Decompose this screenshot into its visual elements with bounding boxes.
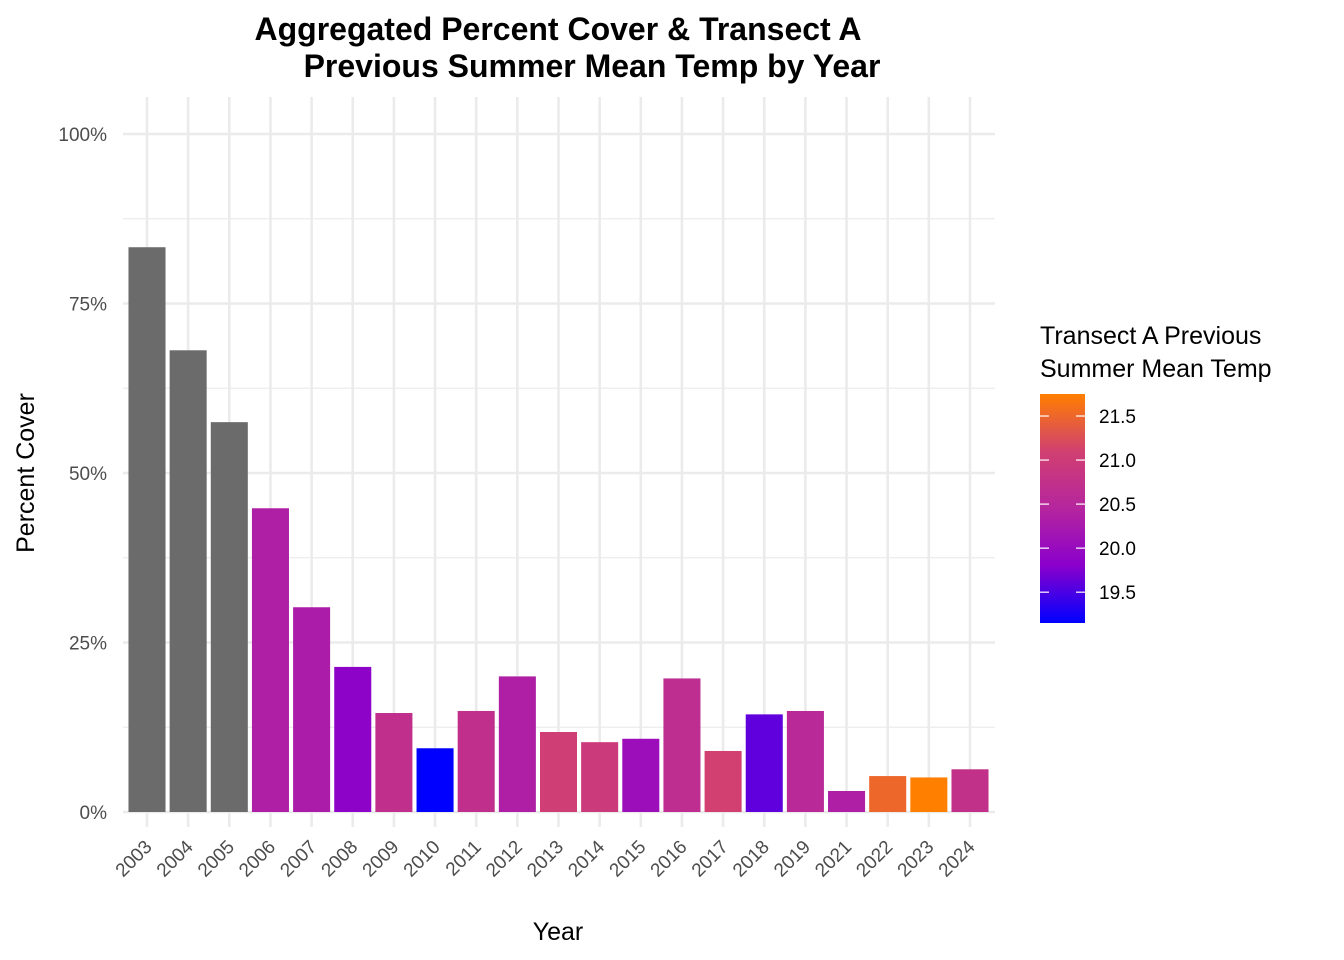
bar-2009	[375, 713, 412, 812]
legend-title-line-2: Summer Mean Temp	[1040, 355, 1272, 383]
x-axis-title: Year	[533, 918, 584, 946]
x-tick-label: 2005	[194, 837, 239, 882]
y-axis-title: Percent Cover	[12, 393, 40, 553]
x-tick-label: 2011	[442, 837, 486, 881]
y-tick-label: 50%	[69, 464, 107, 485]
y-axis-ticks: 0% 25% 50% 75% 100%	[58, 125, 107, 824]
bar-2004	[170, 350, 207, 812]
x-tick-label: 2008	[318, 837, 363, 882]
x-tick-label: 2007	[276, 837, 321, 882]
bar-2019	[787, 711, 824, 812]
bar-2011	[458, 711, 495, 812]
x-tick-label: 2024	[935, 836, 980, 881]
bar-2024	[951, 769, 988, 812]
x-tick-label: 2014	[564, 836, 609, 881]
bar-2005	[211, 422, 248, 812]
bar-2015	[622, 739, 659, 812]
legend-title-line-1: Transect A Previous	[1040, 322, 1261, 350]
x-tick-label: 2006	[235, 837, 280, 882]
x-tick-label: 2022	[852, 837, 897, 882]
x-tick-label: 2004	[153, 836, 198, 881]
x-tick-label: 2019	[770, 837, 815, 882]
chart-title-line-1: Aggregated Percent Cover & Transect A	[255, 11, 862, 47]
legend-tick-label: 21.0	[1099, 451, 1136, 472]
color-legend: Transect A Previous Summer Mean Temp 19.…	[1040, 322, 1272, 623]
bar-2013	[540, 732, 577, 812]
x-tick-label: 2018	[729, 837, 774, 882]
x-tick-label: 2023	[894, 837, 939, 882]
y-tick-label: 100%	[58, 125, 107, 146]
bar-2014	[581, 742, 618, 812]
x-tick-label: 2013	[523, 837, 568, 882]
bar-2017	[705, 751, 742, 812]
bar-2022	[869, 776, 906, 812]
bar-2008	[334, 667, 371, 812]
bar-2003	[128, 247, 165, 812]
x-tick-label: 2021	[811, 837, 856, 882]
bar-2018	[746, 714, 783, 812]
x-tick-label: 2009	[359, 837, 404, 882]
bar-2021	[828, 791, 865, 812]
legend-tick-label: 21.5	[1099, 407, 1136, 428]
bar-2023	[910, 777, 947, 812]
x-tick-label: 2016	[647, 837, 692, 882]
legend-tick-label: 19.5	[1099, 583, 1136, 604]
x-tick-label: 2010	[400, 837, 445, 882]
x-tick-label: 2015	[606, 837, 651, 882]
y-tick-label: 25%	[69, 634, 107, 655]
legend-tick-label: 20.0	[1099, 539, 1136, 560]
bar-2007	[293, 607, 330, 812]
legend-tick-label: 20.5	[1099, 495, 1136, 516]
x-tick-label: 2003	[112, 837, 157, 882]
x-tick-label: 2017	[688, 837, 733, 882]
chart-title-line-2: Previous Summer Mean Temp by Year	[304, 48, 881, 84]
y-tick-label: 75%	[69, 295, 107, 316]
bar-2012	[499, 676, 536, 812]
chart-title: Aggregated Percent Cover & Transect A Pr…	[255, 11, 881, 84]
bar-2010	[417, 748, 454, 812]
x-axis-ticks: 2003200420052006200720082009201020112012…	[112, 836, 980, 881]
x-tick-label: 2012	[482, 837, 527, 882]
bar-2006	[252, 508, 289, 812]
y-tick-label: 0%	[80, 803, 108, 824]
bar-2016	[663, 678, 700, 812]
legend-colorbar	[1040, 394, 1085, 623]
